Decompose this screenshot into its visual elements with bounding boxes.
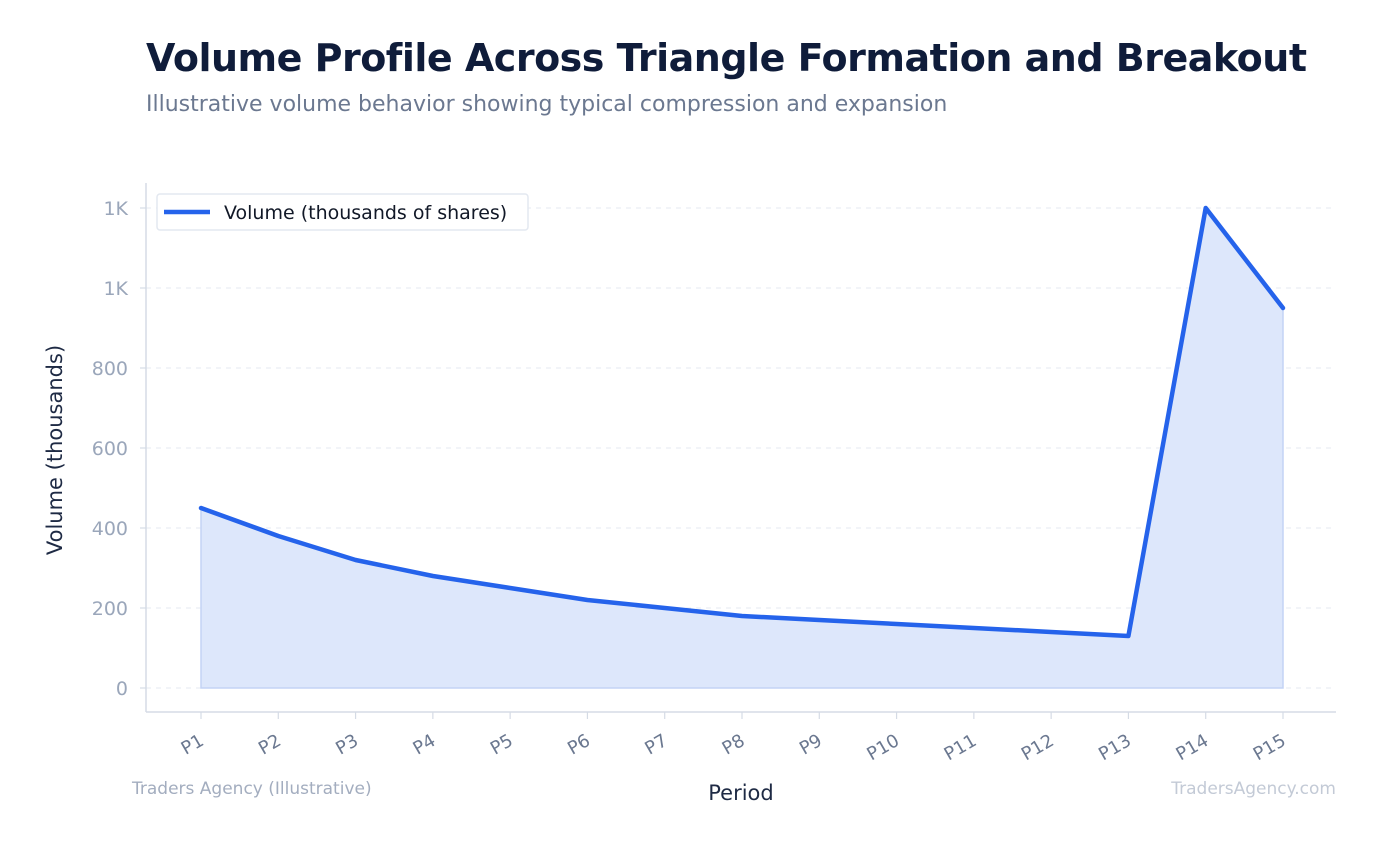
x-tick-label: P3 [332, 730, 362, 759]
x-tick-labels: P1 P2 P3 P4 P5 P6 P7 P8 P9 P10 P11 P12 P13 P14 P15 [178, 730, 1290, 765]
chart-title: Volume Profile Across Triangle Formation… [146, 36, 1307, 80]
x-tick-label: P1 [178, 730, 208, 759]
footer-source: Traders Agency (Illustrative) [132, 779, 372, 799]
axes [140, 183, 1336, 719]
series-line [198, 205, 1286, 639]
footer-site: TradersAgency.com [1171, 779, 1336, 799]
chart-subtitle: Illustrative volume behavior showing typ… [146, 92, 948, 117]
x-axis-label: Period [708, 781, 773, 805]
x-tick-label: P9 [796, 730, 826, 759]
y-tick-labels: 0 200 400 600 800 1K 1K [92, 198, 129, 700]
x-tick-label: P8 [719, 730, 749, 759]
y-tick-label: 1K [103, 198, 128, 220]
x-tick-label: P2 [255, 730, 285, 759]
y-tick-label: 600 [92, 438, 128, 460]
y-tick-label: 200 [92, 598, 128, 620]
x-tick-label: P4 [410, 730, 440, 759]
y-axis-label: Volume (thousands) [43, 345, 67, 555]
x-tick-label: P5 [487, 730, 517, 759]
series-line-layer [198, 205, 1286, 639]
x-tick-label: P10 [863, 730, 903, 765]
x-tick-label: P6 [564, 730, 594, 759]
x-tick-label: P13 [1095, 730, 1135, 765]
legend-label: Volume (thousands of shares) [224, 202, 507, 224]
y-tick-label: 0 [116, 678, 128, 700]
x-tick-label: P7 [641, 730, 671, 759]
x-tick-label: P12 [1018, 730, 1058, 765]
legend-box [156, 193, 529, 231]
y-tick-label: 800 [92, 358, 128, 380]
y-tick-label: 400 [92, 518, 128, 540]
y-tick-label: 1K [103, 278, 128, 300]
legend[interactable]: Volume (thousands of shares) [156, 193, 529, 231]
x-tick-label: P11 [941, 730, 981, 765]
x-tick-label: P14 [1172, 730, 1212, 765]
x-tick-label: P15 [1250, 730, 1290, 765]
